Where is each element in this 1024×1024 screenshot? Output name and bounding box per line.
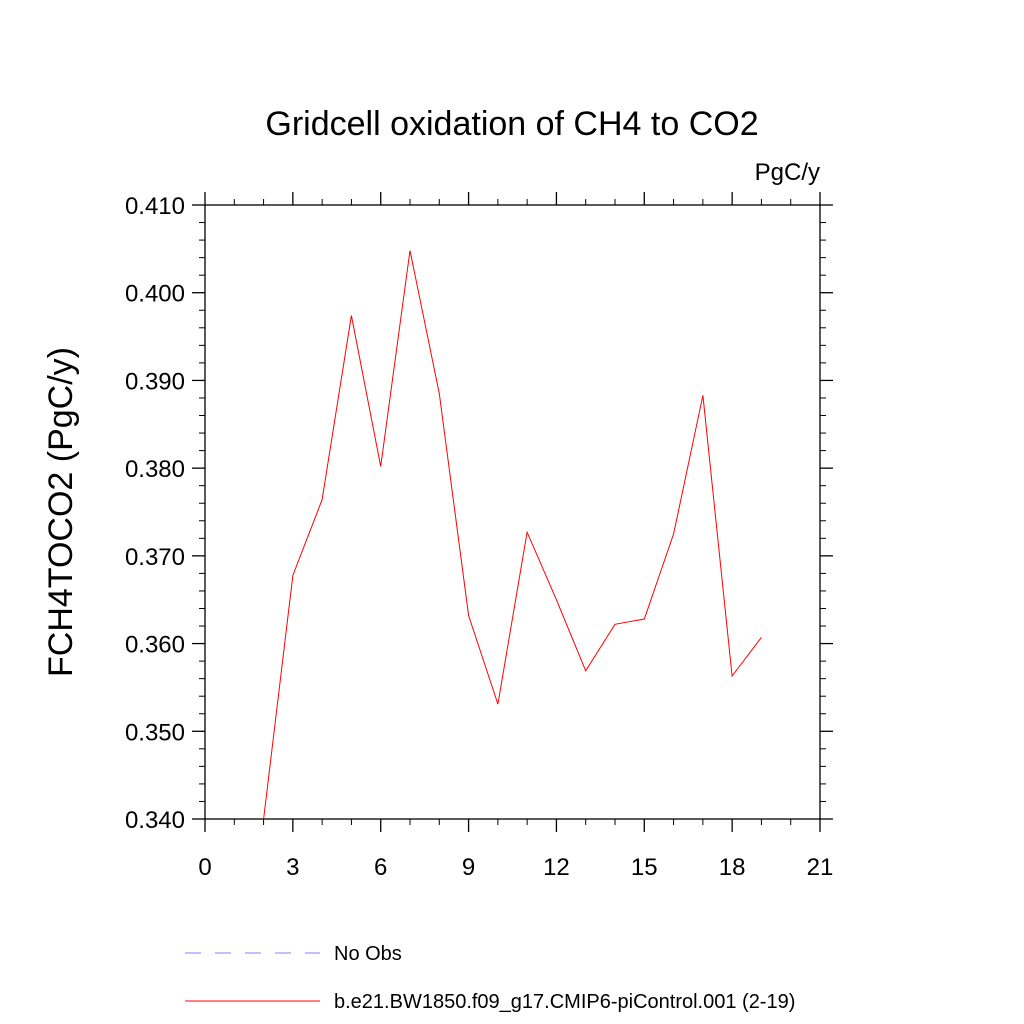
x-tick-label: 15	[631, 854, 658, 881]
y-tick-label: 0.390	[125, 368, 185, 395]
series-line-0	[263, 250, 762, 820]
x-tick-label: 18	[719, 854, 746, 881]
legend: No Obs b.e21.BW1850.f09_g17.CMIP6-piCont…	[185, 943, 795, 1013]
units-label: PgC/y	[755, 159, 820, 186]
chart-title: Gridcell oxidation of CH4 to CO2	[265, 105, 758, 143]
x-tick-label: 6	[374, 854, 387, 881]
x-tick-label: 9	[462, 854, 475, 881]
x-tick-label: 21	[807, 854, 834, 881]
y-tick-label: 0.400	[125, 281, 185, 308]
axis-ticks: 0 3 6 9 12 15 18 21 0.340 0.350 0.360 0.370 0.380 0.3…	[125, 192, 833, 881]
y-tick-label: 0.350	[125, 719, 185, 746]
x-tick-label: 12	[543, 854, 570, 881]
x-tick-label: 0	[198, 854, 211, 881]
y-tick-label: 0.410	[125, 193, 185, 220]
y-tick-label: 0.380	[125, 456, 185, 483]
y-axis-label: FCH4TOCO2 (PgC/y)	[42, 347, 80, 677]
y-tick-label: 0.370	[125, 544, 185, 571]
y-tick-label: 0.340	[125, 807, 185, 834]
plot-frame	[204, 204, 821, 820]
y-tick-label: 0.360	[125, 632, 185, 659]
legend-label-control-run: b.e21.BW1850.f09_g17.CMIP6-piControl.001…	[334, 991, 795, 1013]
series-layer	[263, 250, 762, 820]
x-tick-label: 3	[286, 854, 299, 881]
legend-label-no-obs: No Obs	[334, 943, 402, 965]
